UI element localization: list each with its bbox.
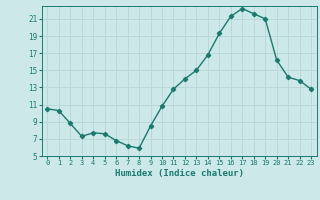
X-axis label: Humidex (Indice chaleur): Humidex (Indice chaleur) (115, 169, 244, 178)
